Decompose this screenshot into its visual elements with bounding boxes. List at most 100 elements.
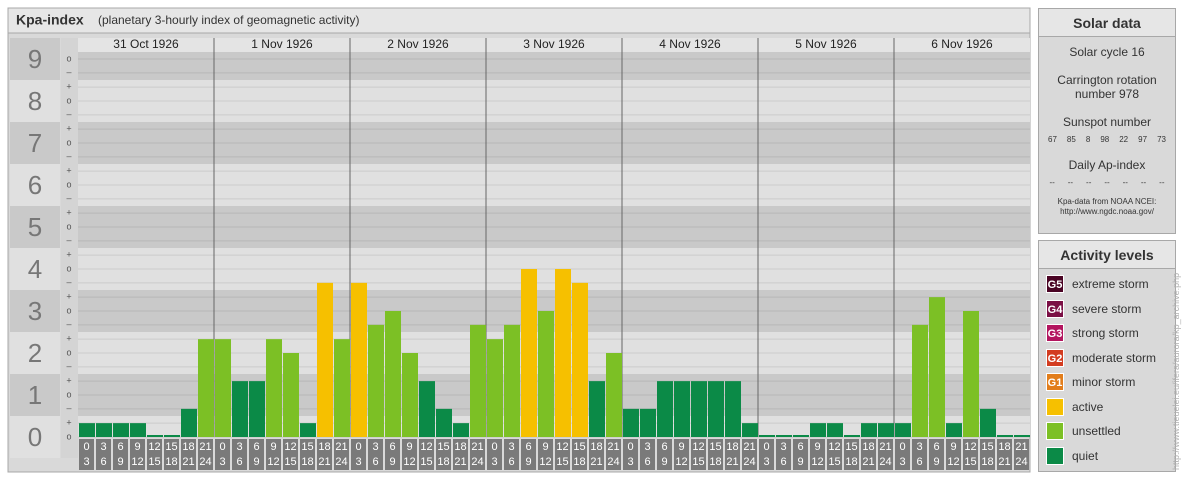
label-band <box>10 164 60 206</box>
source-url: http://www.ngdc.noaa.gov/ <box>1060 207 1154 216</box>
sunspot-number: 97 <box>1138 135 1148 144</box>
hour-box <box>79 439 94 470</box>
hour-box <box>657 439 672 470</box>
bar <box>640 408 656 437</box>
label-band <box>10 332 60 374</box>
hour-label: 24 <box>1015 456 1027 468</box>
hour-box <box>1014 439 1029 470</box>
hour-label: 3 <box>372 441 378 453</box>
hour-label: 21 <box>590 456 602 468</box>
bar <box>147 435 163 437</box>
y-minor-label: + <box>66 82 71 92</box>
level-label: unsettled <box>1072 424 1121 439</box>
bar <box>674 381 690 437</box>
bar <box>334 339 350 437</box>
band <box>78 122 1030 164</box>
date-row <box>78 38 1030 52</box>
y-minor-label: o <box>66 221 71 231</box>
label-band <box>10 38 60 80</box>
hour-label: 3 <box>644 441 650 453</box>
hour-label: 21 <box>318 456 330 468</box>
hour-label: 12 <box>964 441 976 453</box>
sunspot-number: 98 <box>1100 135 1110 144</box>
y-minor-label: + <box>66 250 71 260</box>
hour-label: 18 <box>182 441 194 453</box>
y-tick-label: 6 <box>28 170 42 200</box>
hour-label: 12 <box>403 456 415 468</box>
hour-label: 12 <box>148 441 160 453</box>
bar <box>946 423 962 437</box>
hour-label: 12 <box>131 456 143 468</box>
hour-label: 3 <box>508 441 514 453</box>
bar <box>606 353 622 437</box>
y-minor-label: o <box>66 263 71 273</box>
swatch: G5 <box>1046 275 1064 294</box>
hour-box <box>725 439 740 470</box>
hour-box <box>827 439 842 470</box>
hour-label: 21 <box>471 441 483 453</box>
swatch <box>1046 397 1064 416</box>
hour-label: 12 <box>811 456 823 468</box>
bar <box>181 408 197 437</box>
hour-box <box>130 439 145 470</box>
y-minor-label: o <box>66 137 71 147</box>
hour-label: 12 <box>284 441 296 453</box>
hour-label: 9 <box>542 441 548 453</box>
activity-level: G5 extreme storm <box>1039 272 1175 297</box>
hour-label: 3 <box>916 441 922 453</box>
y-minor-label: + <box>66 208 71 218</box>
hour-label: 9 <box>797 456 803 468</box>
hour-box <box>317 439 332 470</box>
activity-level: G3 strong storm <box>1039 321 1175 346</box>
hour-label: 18 <box>573 456 585 468</box>
activity-level: quiet <box>1039 444 1175 469</box>
hour-label: 6 <box>253 441 259 453</box>
hour-box <box>929 439 944 470</box>
ap-title: Daily Ap-index <box>1068 158 1146 172</box>
hour-box <box>181 439 196 470</box>
hour-box <box>470 439 485 470</box>
label-band <box>10 416 60 458</box>
y-minor-label: + <box>66 376 71 386</box>
bar <box>776 435 792 437</box>
hour-label: 0 <box>355 441 361 453</box>
bar <box>113 423 129 437</box>
hour-box <box>351 439 366 470</box>
bar <box>249 381 265 437</box>
label-band <box>10 290 60 332</box>
y-tick-label: 5 <box>28 212 42 242</box>
ap-value: -- <box>1140 178 1147 187</box>
bar <box>572 282 588 437</box>
sunspot-number: 8 <box>1085 135 1091 144</box>
bar <box>1014 435 1030 437</box>
hour-label: 15 <box>692 456 704 468</box>
ap-value: -- <box>1086 178 1092 187</box>
hour-box <box>793 439 808 470</box>
y-minor-label: o <box>66 53 71 63</box>
bar <box>895 423 911 437</box>
bar <box>759 435 775 437</box>
hour-box <box>232 439 247 470</box>
bar <box>470 324 486 437</box>
sunspot-row: 67 85 8 98 22 97 73 <box>1043 135 1171 144</box>
bar <box>997 435 1013 437</box>
hour-box <box>164 439 179 470</box>
hour-label: 6 <box>525 441 531 453</box>
activity-panel: Activity levels G5 extreme storm G4 severe … <box>1038 240 1176 472</box>
hour-box <box>198 439 213 470</box>
hour-label: 15 <box>165 441 177 453</box>
y-tick-label: 7 <box>28 128 42 158</box>
hour-label: 3 <box>100 441 106 453</box>
hour-label: 15 <box>709 441 721 453</box>
hour-label: 9 <box>117 456 123 468</box>
hour-box <box>555 439 570 470</box>
y-tick-label: 4 <box>28 254 42 284</box>
sunspot-title: Sunspot number <box>1062 115 1152 129</box>
hour-label: 0 <box>899 441 905 453</box>
hour-label: 18 <box>437 456 449 468</box>
hour-label: 18 <box>998 441 1010 453</box>
hour-label: 3 <box>763 456 769 468</box>
hour-label: 3 <box>355 456 361 468</box>
bar <box>623 408 639 437</box>
band <box>78 80 1030 122</box>
